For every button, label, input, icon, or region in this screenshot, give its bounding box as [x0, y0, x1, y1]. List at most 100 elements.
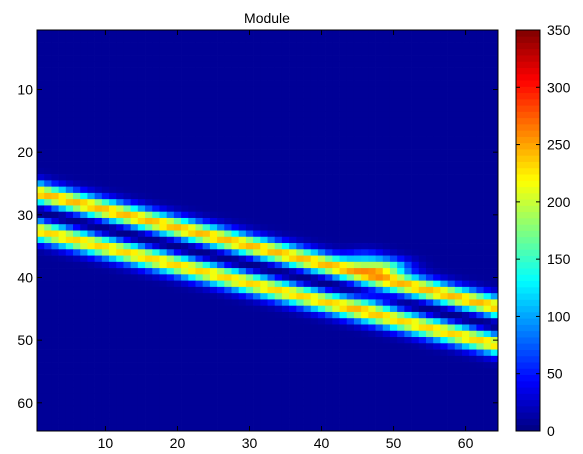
heatmap-cell	[461, 387, 470, 394]
heatmap-cell	[238, 299, 247, 307]
heatmap-cell	[289, 142, 297, 150]
heatmap-cell	[317, 205, 326, 213]
heatmap-cell	[130, 86, 139, 94]
heatmap-cell	[87, 418, 95, 426]
heatmap-cell	[325, 305, 333, 313]
heatmap-cell	[281, 293, 290, 300]
heatmap-cell	[332, 324, 340, 332]
heatmap-cell	[375, 318, 384, 325]
heatmap-cell	[490, 349, 499, 357]
heatmap-cell	[202, 92, 211, 100]
heatmap-cell	[274, 230, 283, 238]
heatmap-cell	[353, 61, 362, 68]
heatmap-cell	[58, 286, 67, 294]
heatmap-cell	[310, 224, 319, 231]
heatmap-cell	[389, 111, 398, 119]
heatmap-cell	[253, 349, 261, 357]
heatmap-cell	[260, 167, 268, 175]
heatmap-cell	[382, 205, 391, 213]
heatmap-cell	[80, 30, 88, 37]
colorbar-segment	[516, 311, 540, 319]
heatmap-cell	[404, 199, 412, 206]
heatmap-cell	[433, 355, 441, 363]
heatmap-cell	[231, 61, 240, 68]
heatmap-cell	[109, 412, 117, 419]
heatmap-cell	[173, 73, 182, 81]
x-tick-label: 40	[314, 435, 330, 451]
heatmap-cell	[303, 48, 312, 56]
heatmap-cell	[303, 161, 312, 169]
heatmap-cell	[87, 255, 95, 263]
heatmap-cell	[332, 86, 340, 94]
heatmap-cell	[433, 368, 441, 375]
heatmap-cell	[490, 368, 499, 375]
heatmap-cell	[368, 412, 376, 419]
heatmap-cell	[361, 330, 369, 338]
heatmap-cell	[152, 230, 160, 238]
heatmap-cell	[188, 324, 196, 332]
heatmap-cell	[217, 192, 225, 200]
heatmap-cell	[159, 48, 167, 56]
heatmap-cell	[454, 268, 463, 275]
heatmap-cell	[87, 55, 95, 62]
heatmap-cell	[274, 355, 283, 363]
heatmap-cell	[433, 318, 441, 325]
heatmap-cell	[130, 268, 139, 275]
heatmap-cell	[281, 399, 290, 407]
heatmap-cell	[332, 217, 340, 225]
heatmap-cell	[433, 343, 441, 350]
heatmap-cell	[217, 343, 225, 350]
heatmap-cell	[353, 261, 362, 269]
heatmap-cell	[296, 111, 304, 119]
heatmap-cell	[253, 268, 261, 275]
heatmap-cell	[476, 36, 484, 43]
heatmap-cell	[483, 355, 492, 363]
heatmap-cell	[123, 236, 131, 244]
colorbar-segment	[516, 255, 540, 263]
heatmap-cell	[73, 67, 81, 75]
heatmap-cell	[145, 311, 153, 319]
heatmap-cell	[490, 48, 499, 56]
heatmap-cell	[80, 268, 88, 275]
heatmap-cell	[209, 142, 218, 150]
heatmap-cell	[159, 186, 167, 194]
heatmap-cell	[389, 243, 398, 250]
heatmap-cell	[166, 61, 175, 68]
heatmap-cell	[65, 92, 74, 100]
heatmap-cell	[447, 299, 456, 307]
heatmap-cell	[130, 48, 139, 56]
heatmap-cell	[483, 149, 492, 156]
heatmap-cell	[274, 30, 283, 37]
heatmap-cell	[65, 86, 74, 94]
heatmap-cell	[382, 199, 391, 206]
heatmap-cell	[310, 230, 319, 238]
colorbar-tick-label: 150	[547, 251, 571, 267]
heatmap-cell	[411, 399, 420, 407]
heatmap-cell	[281, 149, 290, 156]
heatmap-cell	[37, 80, 45, 87]
heatmap-cell	[209, 192, 218, 200]
heatmap-cell	[73, 80, 81, 87]
heatmap-cell	[51, 374, 59, 382]
heatmap-cell	[188, 217, 196, 225]
heatmap-cell	[397, 286, 405, 294]
heatmap-cell	[483, 311, 492, 319]
heatmap-cell	[166, 274, 175, 281]
heatmap-cell	[404, 261, 412, 269]
heatmap-cell	[181, 86, 189, 94]
heatmap-cell	[238, 362, 247, 369]
heatmap-cell	[296, 61, 304, 68]
heatmap-cell	[173, 236, 182, 244]
heatmap-cell	[274, 368, 283, 375]
heatmap-cell	[195, 293, 204, 300]
heatmap-cell	[368, 73, 376, 81]
heatmap-cell	[202, 337, 211, 344]
heatmap-cell	[353, 67, 362, 75]
heatmap-cell	[202, 161, 211, 169]
heatmap-cell	[152, 418, 160, 426]
heatmap-cell	[166, 217, 175, 225]
heatmap-cell	[476, 286, 484, 294]
heatmap-cell	[490, 362, 499, 369]
heatmap-cell	[447, 105, 456, 112]
heatmap-cell	[87, 174, 95, 181]
